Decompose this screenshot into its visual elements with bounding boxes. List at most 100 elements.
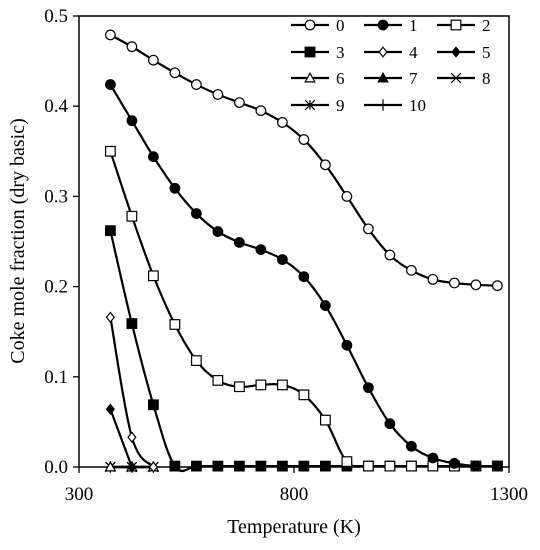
data-point-series-0 bbox=[255, 105, 267, 117]
data-point-series-2 bbox=[212, 375, 224, 386]
legend-item-6: 6 bbox=[291, 69, 345, 88]
data-point-series-1 bbox=[470, 460, 482, 472]
legend-label-4: 4 bbox=[409, 43, 418, 62]
legend-label-2: 2 bbox=[482, 16, 491, 35]
data-point-series-0 bbox=[298, 134, 310, 145]
data-point-series-1 bbox=[190, 208, 202, 219]
legend-label-3: 3 bbox=[336, 43, 345, 62]
legend: 0 1 2 3 4 5 6 7 8 9 10 bbox=[291, 16, 491, 115]
data-point-series-3 bbox=[212, 460, 224, 472]
legend-label-0: 0 bbox=[336, 16, 345, 35]
legend-label-5: 5 bbox=[482, 43, 491, 62]
data-point-series-0 bbox=[384, 249, 396, 261]
legend-item-3: 3 bbox=[291, 43, 345, 62]
data-point-series-3 bbox=[190, 460, 202, 472]
data-point-series-2 bbox=[298, 389, 310, 401]
plot-frame bbox=[78, 15, 510, 468]
data-point-series-2 bbox=[126, 210, 138, 222]
data-point-series-2 bbox=[190, 355, 202, 366]
data-point-series-2 bbox=[233, 381, 245, 393]
data-point-series-1 bbox=[341, 339, 353, 351]
legend-marker-10 bbox=[378, 99, 388, 111]
data-point-series-3 bbox=[298, 460, 310, 472]
data-point-series-1 bbox=[126, 115, 138, 127]
data-point-series-1 bbox=[104, 79, 116, 90]
data-point-series-3 bbox=[319, 460, 331, 472]
data-point-series-1 bbox=[169, 182, 181, 194]
legend-marker-0 bbox=[304, 19, 316, 31]
plot-area bbox=[78, 15, 510, 473]
data-point-series-1 bbox=[255, 244, 267, 256]
data-point-series-0 bbox=[427, 273, 439, 285]
y-tick-label: 0.4 bbox=[44, 96, 68, 117]
data-point-series-4 bbox=[105, 311, 115, 324]
data-point-series-0 bbox=[319, 159, 331, 171]
data-point-series-1 bbox=[212, 226, 224, 237]
data-point-series-1 bbox=[405, 440, 417, 452]
legend-item-7: 7 bbox=[364, 69, 418, 88]
data-point-series-2 bbox=[169, 319, 181, 330]
data-point-series-5 bbox=[127, 461, 137, 473]
legend-item-9: 9 bbox=[291, 96, 345, 115]
data-point-series-1 bbox=[448, 457, 460, 469]
data-point-series-0 bbox=[362, 223, 374, 235]
series-line-4 bbox=[109, 317, 155, 468]
data-point-series-2 bbox=[104, 145, 116, 157]
data-point-series-1 bbox=[147, 151, 159, 163]
legend-label-6: 6 bbox=[336, 69, 345, 88]
data-point-series-0 bbox=[491, 280, 503, 292]
legend-label-1: 1 bbox=[409, 16, 418, 35]
y-tick-label: 0.3 bbox=[44, 186, 68, 207]
series-lines bbox=[109, 33, 498, 473]
data-point-series-1 bbox=[276, 254, 288, 265]
x-tick-label: 300 bbox=[65, 484, 94, 505]
data-point-series-6 bbox=[104, 460, 117, 472]
legend-label-9: 9 bbox=[336, 96, 345, 115]
data-point-series-0 bbox=[104, 29, 116, 41]
y-axis: 0.0 0.1 0.2 0.3 0.4 0.5 bbox=[44, 6, 79, 478]
data-point-series-2 bbox=[362, 460, 374, 472]
legend-marker-6 bbox=[304, 71, 316, 83]
legend-marker-8 bbox=[450, 72, 462, 84]
legend-marker-1 bbox=[377, 19, 389, 31]
data-point-series-2 bbox=[405, 460, 417, 472]
data-point-series-4 bbox=[127, 431, 137, 443]
y-axis-label: Coke mole fraction (dry basic) bbox=[7, 118, 29, 363]
data-point-series-0 bbox=[470, 279, 482, 291]
data-point-series-2 bbox=[384, 460, 396, 472]
y-tick-label: 0.0 bbox=[44, 457, 68, 478]
legend-marker-7 bbox=[377, 71, 389, 83]
data-point-series-0 bbox=[233, 97, 245, 108]
legend-label-7: 7 bbox=[409, 69, 418, 88]
legend-item-2: 2 bbox=[437, 16, 491, 35]
data-point-series-2 bbox=[147, 270, 159, 282]
legend-item-1: 1 bbox=[364, 16, 418, 35]
data-point-series-1 bbox=[427, 452, 439, 464]
data-point-series-3 bbox=[255, 460, 267, 472]
series-line-3 bbox=[109, 230, 498, 473]
data-point-series-2 bbox=[255, 379, 267, 391]
legend-item-10: 10 bbox=[364, 96, 426, 115]
y-tick-label: 0.2 bbox=[44, 277, 68, 298]
data-point-series-3 bbox=[104, 225, 116, 237]
data-point-series-0 bbox=[276, 117, 288, 128]
data-point-series-0 bbox=[405, 264, 417, 276]
data-point-series-0 bbox=[448, 277, 460, 289]
y-tick-label: 0.5 bbox=[44, 6, 68, 27]
data-point-series-2 bbox=[319, 414, 331, 426]
data-point-series-4 bbox=[148, 461, 158, 473]
data-point-series-3 bbox=[147, 399, 159, 411]
data-point-series-0 bbox=[190, 79, 202, 90]
data-point-series-1 bbox=[319, 300, 331, 311]
series-markers bbox=[104, 29, 503, 473]
data-point-series-2 bbox=[276, 379, 288, 391]
legend-label-10: 10 bbox=[409, 96, 426, 115]
data-point-series-0 bbox=[126, 41, 138, 53]
data-point-series-3 bbox=[126, 318, 138, 329]
legend-item-4: 4 bbox=[364, 43, 418, 62]
legend-marker-5 bbox=[451, 46, 461, 58]
legend-item-5: 5 bbox=[437, 43, 491, 62]
data-point-series-0 bbox=[147, 54, 159, 66]
series-line-0 bbox=[109, 33, 498, 287]
